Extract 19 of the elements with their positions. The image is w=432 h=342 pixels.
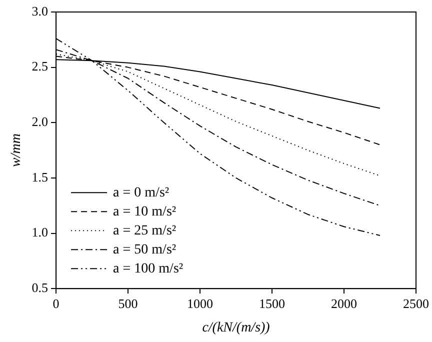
x-axis-title: c/(kN/(m/s)) bbox=[202, 320, 270, 336]
legend-label: a = 25 m/s² bbox=[113, 223, 176, 238]
x-tick-label: 2500 bbox=[403, 296, 429, 311]
y-tick-label: 0.5 bbox=[32, 280, 48, 296]
x-tick-label: 0 bbox=[52, 296, 60, 311]
x-tick-label: 1000 bbox=[187, 296, 214, 311]
y-axis-title: w/mm bbox=[9, 134, 24, 168]
y-tick-label: 2.5 bbox=[32, 58, 48, 74]
y-tick-label: 3.0 bbox=[32, 3, 48, 18]
legend-label: a = 0 m/s² bbox=[113, 185, 170, 200]
y-tick-label: 2.0 bbox=[32, 114, 48, 130]
y-tick-label: 1.5 bbox=[32, 169, 48, 184]
y-tick-label: 1.0 bbox=[32, 224, 48, 240]
legend-label: a = 10 m/s² bbox=[113, 204, 176, 220]
x-tick-label: 2000 bbox=[331, 296, 358, 311]
x-tick-label: 1500 bbox=[259, 296, 286, 311]
legend-label: a = 50 m/s² bbox=[113, 242, 176, 258]
legend-label: a = 100 m/s² bbox=[113, 261, 184, 276]
x-tick-label: 500 bbox=[118, 296, 138, 311]
